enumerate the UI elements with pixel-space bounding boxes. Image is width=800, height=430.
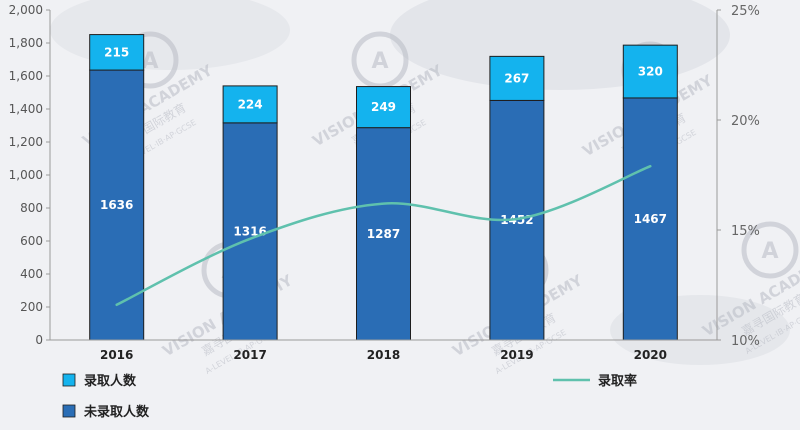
x-tick-label: 2017	[233, 348, 266, 362]
y2-tick-label: 10%	[731, 334, 760, 349]
data-label-admitted: 267	[504, 71, 529, 85]
y2-tick-label: 20%	[731, 114, 760, 129]
data-label-not-admitted: 1316	[233, 224, 266, 238]
data-label-admitted: 224	[238, 97, 263, 111]
data-label-not-admitted: 1287	[367, 227, 400, 241]
bar-admitted	[622, 44, 678, 99]
data-label-not-admitted: 1467	[634, 212, 667, 226]
data-label-admitted: 249	[371, 100, 396, 114]
watermark-logo-text: A	[761, 239, 778, 264]
bar-admitted	[489, 55, 545, 101]
y-tick-label: 1,600	[9, 69, 43, 83]
y-tick-label: 400	[20, 267, 43, 281]
legend: 录取人数 未录取人数 录取率	[62, 373, 637, 420]
y2-tick-label: 25%	[731, 4, 760, 19]
rate-line-layer	[115, 164, 652, 307]
legend-swatch-not-admitted	[62, 404, 76, 418]
y2-tick-label: 15%	[731, 224, 760, 239]
y-tick-label: 1,800	[9, 36, 43, 50]
y-tick-label: 0	[35, 333, 43, 347]
x-tick-label: 2018	[367, 348, 400, 362]
y-tick-label: 200	[20, 300, 43, 314]
data-label-admitted: 215	[104, 45, 129, 59]
watermark-logo-text: A	[371, 49, 388, 74]
background-world-map	[50, 0, 790, 365]
bar-admitted	[89, 34, 145, 71]
data-label-not-admitted: 1636	[100, 198, 133, 212]
legend-swatch-admitted	[62, 373, 76, 387]
legend-label-not-admitted: 未录取人数	[83, 404, 150, 420]
bar-admitted	[356, 86, 411, 129]
y-tick-label: 2,000	[9, 3, 43, 17]
y-tick-label: 1,400	[9, 102, 43, 116]
watermark-ring	[351, 31, 409, 89]
legend-label-admitted: 录取人数	[84, 373, 137, 389]
bar-not-admitted	[622, 97, 678, 341]
x-tick-label: 2019	[500, 348, 533, 362]
axes-layer: 0 200 400 600 800 1,000 1,200 1,400 1,600 1,800 2,…	[9, 3, 760, 362]
y-tick-label: 800	[20, 201, 43, 215]
bar-admitted	[222, 85, 278, 124]
y-tick-label: 1,000	[9, 168, 43, 182]
y-tick-label: 1,200	[9, 135, 43, 149]
y-tick-label: 600	[20, 234, 43, 248]
data-label-admitted: 320	[638, 65, 663, 79]
x-tick-label: 2016	[100, 348, 133, 362]
watermark-ring	[741, 221, 799, 279]
watermark-logo-text: A	[141, 49, 158, 74]
x-tick-label: 2020	[634, 348, 667, 362]
legend-label-rate: 录取率	[598, 373, 637, 389]
